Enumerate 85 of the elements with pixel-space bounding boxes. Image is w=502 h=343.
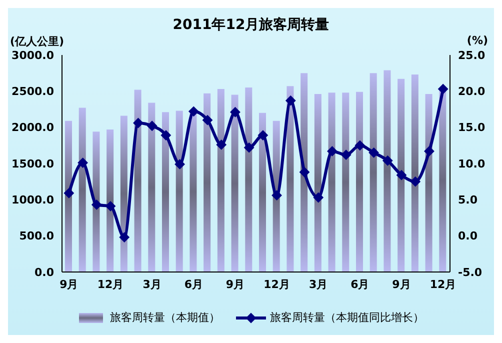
y-tick-label: 2000.0 bbox=[12, 121, 54, 134]
point bbox=[119, 232, 130, 242]
x-tick-label: 3月 bbox=[142, 278, 162, 291]
bar bbox=[439, 88, 446, 272]
point bbox=[160, 130, 171, 140]
y2-tick-label: 10.0 bbox=[458, 157, 486, 170]
bar bbox=[176, 110, 183, 272]
bar bbox=[106, 130, 114, 272]
point bbox=[313, 192, 324, 202]
point bbox=[133, 118, 144, 128]
point bbox=[327, 146, 338, 156]
x-tick-label: 9月 bbox=[226, 278, 245, 291]
bar bbox=[148, 102, 156, 272]
bar bbox=[328, 92, 336, 272]
x-tick-label: 12月 bbox=[97, 278, 124, 291]
point bbox=[202, 115, 212, 126]
x-tick-label: 6月 bbox=[184, 278, 203, 291]
bar bbox=[162, 112, 169, 272]
point bbox=[286, 96, 296, 106]
bar bbox=[134, 90, 142, 272]
point bbox=[258, 130, 268, 140]
point bbox=[272, 190, 282, 200]
point bbox=[106, 201, 116, 212]
point bbox=[244, 142, 254, 153]
bar bbox=[384, 70, 391, 272]
x-tick-label: 9月 bbox=[60, 278, 78, 291]
point bbox=[424, 146, 434, 156]
x-tick-label: 3月 bbox=[309, 278, 328, 291]
x-tick-label: 12月 bbox=[430, 278, 456, 291]
point bbox=[354, 140, 365, 150]
point bbox=[396, 170, 406, 180]
bar bbox=[78, 108, 86, 272]
bar bbox=[272, 120, 280, 272]
bar bbox=[245, 88, 252, 272]
y2-tick-label: -5.0 bbox=[458, 266, 482, 279]
bar bbox=[92, 132, 100, 272]
bar bbox=[425, 94, 432, 272]
y2-tick-label: 25.0 bbox=[458, 48, 486, 62]
bar bbox=[259, 112, 266, 272]
bar bbox=[231, 94, 238, 272]
bar bbox=[342, 92, 350, 272]
point bbox=[438, 84, 448, 94]
y-tick-label: 0.0 bbox=[34, 266, 54, 279]
point bbox=[410, 176, 420, 187]
x-tick-label: 9月 bbox=[392, 278, 411, 291]
point bbox=[147, 120, 158, 131]
y-tick-label: 3000.0 bbox=[12, 48, 54, 62]
point bbox=[78, 158, 88, 168]
legend-label: 旅客周转量（本期值） bbox=[110, 310, 220, 325]
x-tick-label: 6月 bbox=[350, 278, 370, 291]
point bbox=[300, 167, 310, 178]
point bbox=[188, 106, 199, 116]
bar bbox=[204, 93, 211, 272]
bar bbox=[398, 78, 405, 272]
bar bbox=[300, 73, 308, 272]
y-tick-label: 1500.0 bbox=[12, 157, 54, 170]
point bbox=[230, 107, 240, 118]
y2-tick-label: 0.0 bbox=[458, 230, 478, 243]
point bbox=[174, 159, 185, 170]
y2-tick-label: 20.0 bbox=[458, 85, 486, 98]
point bbox=[64, 188, 74, 198]
bar bbox=[217, 88, 224, 272]
point bbox=[368, 148, 379, 158]
y2-tick-label: 15.0 bbox=[458, 121, 486, 134]
x-tick-label: 12月 bbox=[264, 278, 290, 291]
y-axis-title: (亿人公里) bbox=[10, 34, 64, 49]
bar bbox=[314, 94, 322, 272]
point bbox=[216, 140, 226, 150]
legend-label: 旅客周转量（本期值同比增长） bbox=[270, 310, 424, 325]
point bbox=[382, 156, 393, 166]
bar bbox=[411, 74, 418, 272]
y2-tick-label: 5.0 bbox=[458, 194, 478, 207]
bar bbox=[370, 73, 377, 272]
bar bbox=[356, 92, 363, 272]
point bbox=[341, 150, 352, 160]
y-tick-label: 500.0 bbox=[19, 230, 54, 243]
y2-axis-title: (%) bbox=[466, 34, 488, 47]
bar bbox=[190, 111, 197, 272]
bar bbox=[65, 120, 72, 272]
y-tick-label: 1000.0 bbox=[12, 194, 54, 207]
y-tick-label: 2500.0 bbox=[12, 85, 54, 98]
chart-title: 2011年12月旅客周转量 bbox=[172, 16, 330, 34]
bar bbox=[120, 116, 128, 272]
bar bbox=[286, 86, 294, 272]
point bbox=[92, 200, 102, 210]
